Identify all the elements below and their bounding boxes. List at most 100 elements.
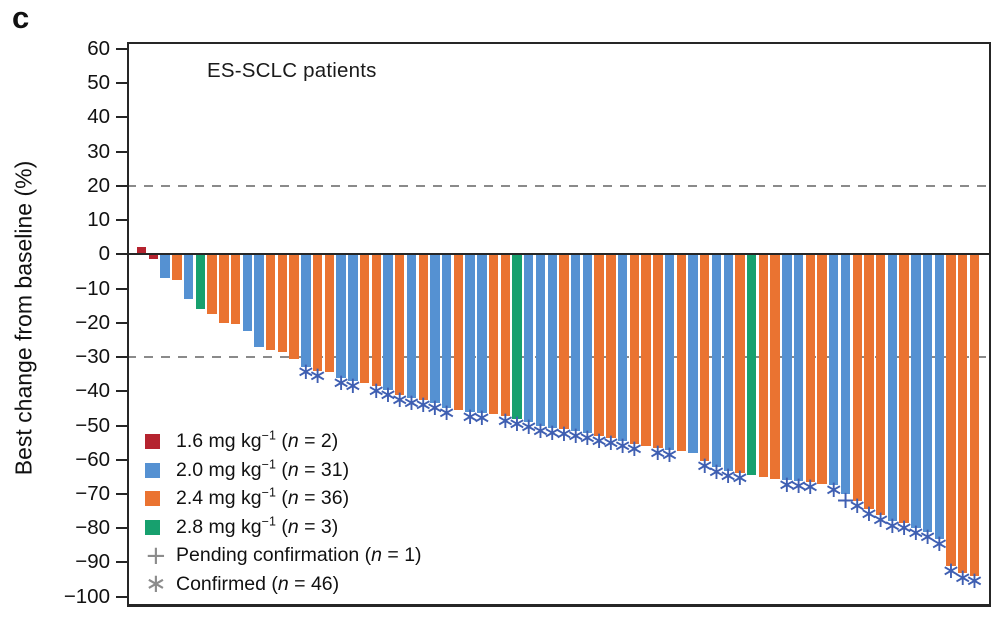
patient-bar: [805, 254, 815, 483]
confirmed-response-marker: ∗: [788, 473, 809, 500]
patient-bar: [864, 254, 874, 510]
patient-bar: [676, 254, 686, 452]
legend-row-dose: 2.0 mg kg−1 (n = 31): [145, 456, 349, 485]
y-tick-label: 50: [87, 71, 110, 95]
patient-bar: [629, 254, 640, 444]
confirmed-response-marker: ∗: [601, 429, 621, 456]
patient-bar: [488, 254, 499, 414]
patient-bar: [383, 254, 393, 390]
y-tick-label: −20: [75, 310, 110, 334]
patient-bar: [219, 254, 229, 323]
confirmed-response-marker: ∗: [472, 404, 492, 431]
patient-bar: [559, 254, 569, 429]
patient-bar: [336, 254, 346, 378]
confirmed-response-marker: ∗: [413, 391, 433, 418]
confirmed-response-marker: ∗: [308, 362, 328, 389]
patient-bar: [277, 254, 288, 352]
confirmed-response-marker: ∗: [577, 425, 598, 452]
patient-bar: [430, 254, 440, 404]
patient-bar: [735, 254, 745, 474]
patient-bar: [875, 254, 886, 515]
asterisk-icon: ∗: [145, 569, 167, 599]
confirmed-response-marker: ∗: [554, 420, 574, 447]
plot-area: ES-SCLC patients ∗ ∗ ∗ ∗ ∗ ∗ ∗ ∗ ∗ ∗ ∗ ∗ ∗ ∗ ∗ ∗ ∗ ∗ ∗ ∗ ∗ ∗ ∗…: [127, 42, 991, 607]
confirmed-response-marker: ∗: [718, 463, 738, 490]
patient-bar: [359, 254, 370, 383]
confirmed-response-marker: ∗: [566, 422, 586, 449]
confirmed-response-marker: ∗: [460, 403, 480, 430]
y-tick-mark: [116, 150, 127, 153]
dashed-reference-line: [127, 184, 991, 187]
patient-bar: [301, 254, 311, 368]
patient-bar: [312, 254, 323, 371]
patient-bar: [406, 254, 417, 399]
patient-bar: [606, 254, 616, 438]
zero-baseline: [127, 253, 991, 256]
patient-bar: [958, 254, 968, 573]
patient-bar: [934, 254, 945, 539]
legend-row-marker: + Pending confirmation (n = 1): [145, 541, 422, 570]
confirmed-response-marker: ∗: [437, 400, 457, 427]
y-tick-label: −10: [75, 276, 110, 300]
patient-bar: [348, 254, 358, 381]
patient-bar: [289, 254, 299, 359]
patient-bar: [172, 254, 182, 280]
patient-bar: [594, 254, 604, 436]
patient-bar: [817, 254, 827, 484]
legend-label: 2.8 mg kg−1 (n = 3): [176, 514, 339, 538]
confirmed-response-marker: ∗: [519, 414, 539, 441]
legend-row-dose: 2.8 mg kg−1 (n = 3): [145, 513, 338, 542]
confirmed-response-marker: ∗: [882, 513, 903, 540]
patient-bar: [793, 254, 804, 482]
patient-bar: [254, 254, 264, 347]
confirmed-response-marker: ∗: [859, 501, 879, 528]
legend-color-swatch: [145, 434, 160, 449]
patient-bar: [207, 254, 217, 315]
patient-bar: [688, 254, 698, 453]
patient-bar: [653, 254, 663, 448]
y-tick-mark: [116, 116, 127, 119]
patient-bar: [441, 254, 452, 409]
confirmed-response-marker: ∗: [390, 386, 410, 413]
confirmed-response-marker: ∗: [331, 369, 351, 396]
patient-bar: [137, 247, 147, 255]
confirmed-response-marker: ∗: [624, 435, 644, 462]
y-tick-label: 40: [87, 105, 110, 129]
patient-bar: [899, 254, 909, 524]
confirmed-response-marker: ∗: [425, 395, 445, 422]
patient-bar: [782, 254, 792, 481]
patient-bar: [371, 254, 381, 387]
patient-bar: [195, 254, 206, 310]
patient-bar: [148, 254, 159, 260]
confirmed-response-marker: ∗: [530, 417, 551, 444]
patient-bar: [547, 254, 557, 428]
confirmed-response-marker: ∗: [612, 432, 633, 459]
confirmed-response-marker: ∗: [906, 520, 926, 547]
confirmed-response-marker: ∗: [589, 427, 609, 454]
patient-bar: [770, 254, 780, 479]
patient-bar: [840, 254, 851, 494]
confirmed-response-marker: ∗: [917, 523, 938, 550]
y-tick-label: 60: [87, 36, 110, 60]
patient-bar: [477, 254, 487, 413]
patient-bar: [887, 254, 898, 522]
patient-bar: [395, 254, 405, 395]
confirmed-response-marker: ∗: [695, 452, 715, 479]
patient-bar: [230, 254, 241, 325]
y-tick-mark: [116, 253, 127, 256]
confirmed-response-marker: ∗: [777, 472, 797, 499]
patient-bar: [524, 254, 534, 423]
confirmed-response-marker: ∗: [366, 378, 386, 405]
legend-label: 1.6 mg kg−1 (n = 2): [176, 428, 339, 452]
plus-icon: +: [145, 540, 167, 571]
patient-bar: [969, 254, 980, 577]
patient-bar: [641, 254, 651, 447]
y-tick-label: −60: [75, 447, 110, 471]
patient-bar: [571, 254, 581, 431]
y-tick-mark: [116, 424, 127, 427]
legend-label: Confirmed (n = 46): [176, 572, 340, 595]
patient-bar: [512, 254, 522, 419]
y-tick-mark: [116, 561, 127, 564]
y-tick-mark: [116, 356, 127, 359]
y-tick-label: 20: [87, 173, 110, 197]
